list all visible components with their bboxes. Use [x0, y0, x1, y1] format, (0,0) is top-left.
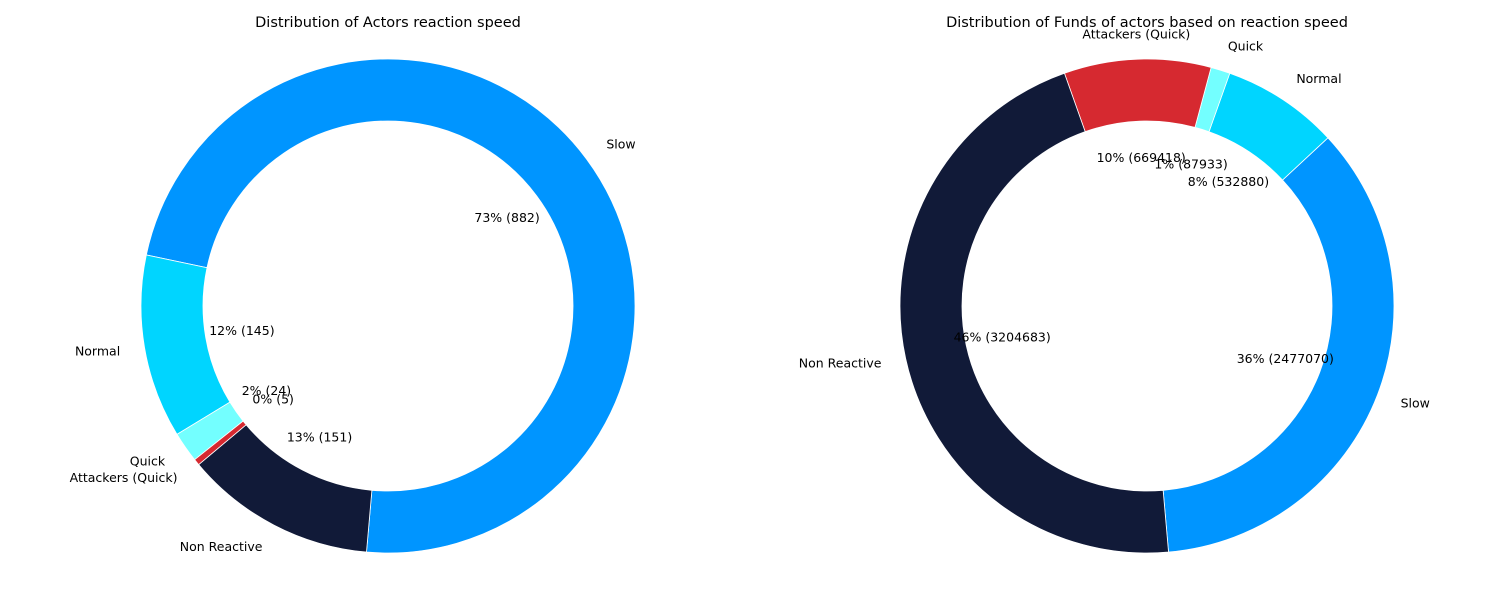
slice-slow — [145, 58, 636, 554]
slice-label-slow: Slow — [606, 136, 635, 151]
slice-slow — [1162, 137, 1395, 553]
slice-value-attackers-quick: 10% (669418) — [1097, 150, 1186, 165]
chart-right: Distribution of Funds of actors based on… — [799, 15, 1430, 554]
chart-right-slices — [899, 58, 1395, 554]
slice-value-slow: 36% (2477070) — [1237, 351, 1334, 366]
slice-normal — [140, 254, 231, 435]
slice-label-slow: Slow — [1401, 396, 1430, 411]
chart-left-slices — [140, 58, 636, 554]
slice-non-reactive — [198, 424, 373, 553]
chart-right-title: Distribution of Funds of actors based on… — [946, 15, 1348, 31]
slice-label-non-reactive: Non Reactive — [799, 356, 882, 371]
slice-label-quick: Quick — [130, 453, 166, 468]
chart-right-labels: Slow 36% (2477070) Normal 8% (532880) Quick 1… — [799, 27, 1430, 411]
chart-left: Distribution of Actors reaction speed Sl… — [70, 15, 636, 554]
slice-label-attackers-quick: Attackers (Quick) — [1082, 27, 1190, 42]
slice-label-quick: Quick — [1228, 39, 1264, 54]
slice-value-attackers-quick: 0% (5) — [252, 392, 294, 407]
slice-value-non-reactive: 46% (3204683) — [954, 329, 1051, 344]
slice-attackers-quick — [1063, 58, 1212, 133]
slice-value-quick: 2% (24) — [242, 383, 291, 398]
chart-left-labels: Slow 73% (882) Normal 12% (145) Quick 2% (24)… — [70, 136, 636, 554]
slice-value-slow: 73% (882) — [474, 210, 539, 225]
slice-label-attackers-quick: Attackers (Quick) — [70, 470, 178, 485]
slice-value-normal: 8% (532880) — [1188, 174, 1269, 189]
slice-value-normal: 12% (145) — [209, 323, 274, 338]
slice-label-non-reactive: Non Reactive — [180, 539, 263, 554]
slice-non-reactive — [899, 72, 1169, 554]
slice-label-normal: Normal — [75, 344, 120, 359]
chart-left-title: Distribution of Actors reaction speed — [255, 15, 521, 31]
slice-label-normal: Normal — [1296, 71, 1341, 86]
slice-value-quick: 1% (87933) — [1154, 157, 1227, 172]
slice-value-non-reactive: 13% (151) — [287, 429, 352, 444]
